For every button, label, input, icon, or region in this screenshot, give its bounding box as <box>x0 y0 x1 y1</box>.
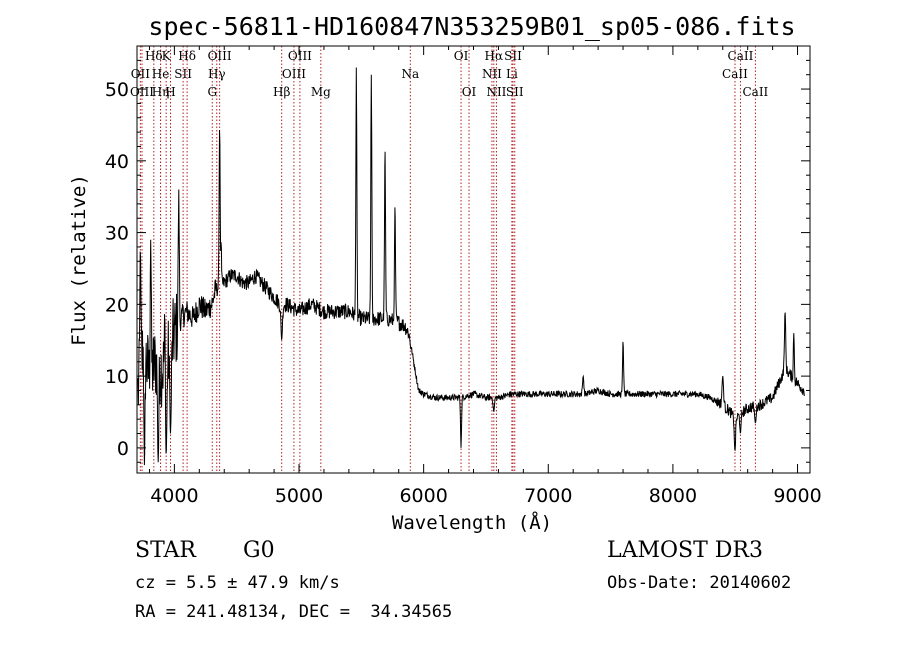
spectral-line-label: OIII <box>130 85 154 99</box>
spectral-line-label: CaII <box>728 49 754 63</box>
x-tick-label: 4000 <box>150 485 198 507</box>
spectral-line-label: NII <box>482 67 502 81</box>
spectral-line-labels: Hδ OII OIII K He Hη SII H Hδ OIII Hγ G OIII OIII Hβ Mg N… <box>130 49 769 99</box>
coordinates-readout: RA = 241.48134, DEC = 34.34565 <box>135 602 453 622</box>
x-tick-label: 9000 <box>773 485 821 507</box>
spectral-line-label: Hη <box>152 85 170 99</box>
x-axis-ticks: 4000 5000 6000 7000 8000 9000 <box>148 46 822 507</box>
spectral-line-markers <box>139 46 756 473</box>
x-tick-label: 6000 <box>399 485 447 507</box>
spectral-line-label: OII <box>131 67 151 81</box>
chart-title: spec-56811-HD160847N353259B01_sp05-086.f… <box>148 12 795 41</box>
spectral-line-label: Na <box>401 67 419 81</box>
y-tick-label: 30 <box>105 223 129 245</box>
spectral-line-label: Hδ <box>145 49 163 63</box>
y-tick-label: 20 <box>105 294 129 316</box>
y-tick-label: 10 <box>105 366 129 388</box>
spectral-line-label: OIII <box>282 67 306 81</box>
spectrum-line <box>137 67 805 466</box>
spectral-line-label: SII <box>174 67 192 81</box>
plot-frame <box>136 45 811 474</box>
spectral-line-label: SII <box>504 49 522 63</box>
spectral-line-label: Hδ <box>178 49 196 63</box>
y-tick-label: 50 <box>105 79 129 101</box>
redshift-readout: cz = 5.5 ± 47.9 km/s <box>135 573 340 593</box>
object-class: STAR <box>135 538 196 563</box>
spectral-line-label: CaII <box>742 85 768 99</box>
survey-name: LAMOST DR3 <box>607 538 763 563</box>
spectral-line-label: Li <box>506 67 518 81</box>
x-tick-label: 7000 <box>524 485 572 507</box>
y-tick-label: 40 <box>105 151 129 173</box>
observation-date: Obs-Date: 20140602 <box>607 573 792 593</box>
spectral-line-label: NII <box>486 85 506 99</box>
object-subclass: G0 <box>243 538 275 563</box>
spectral-line-label: Hγ <box>208 67 226 81</box>
y-tick-label: 0 <box>117 438 129 460</box>
y-axis-ticks: 0 10 20 30 40 50 <box>105 59 810 463</box>
x-tick-label: 5000 <box>275 485 323 507</box>
spectral-line-label: He <box>152 67 170 81</box>
spectral-line-label: Hα <box>485 49 504 63</box>
spectral-line-label: OI <box>454 49 469 63</box>
spectral-line-label: OIII <box>208 49 232 63</box>
x-axis-label: Wavelength (Å) <box>392 511 552 534</box>
spectral-line-label: OI <box>462 85 477 99</box>
spectral-line-label: K <box>162 49 172 63</box>
spectral-line-label: CaII <box>722 67 748 81</box>
spectral-line-label: Hβ <box>273 85 290 99</box>
x-tick-label: 8000 <box>649 485 697 507</box>
spectral-line-label: G <box>207 85 217 99</box>
spectral-line-label: OIII <box>288 49 312 63</box>
spectral-line-label: H <box>165 85 175 99</box>
y-axis-label: Flux (relative) <box>68 174 90 346</box>
spectral-line-label: Mg <box>311 85 331 99</box>
spectral-line-label: SII <box>506 85 524 99</box>
